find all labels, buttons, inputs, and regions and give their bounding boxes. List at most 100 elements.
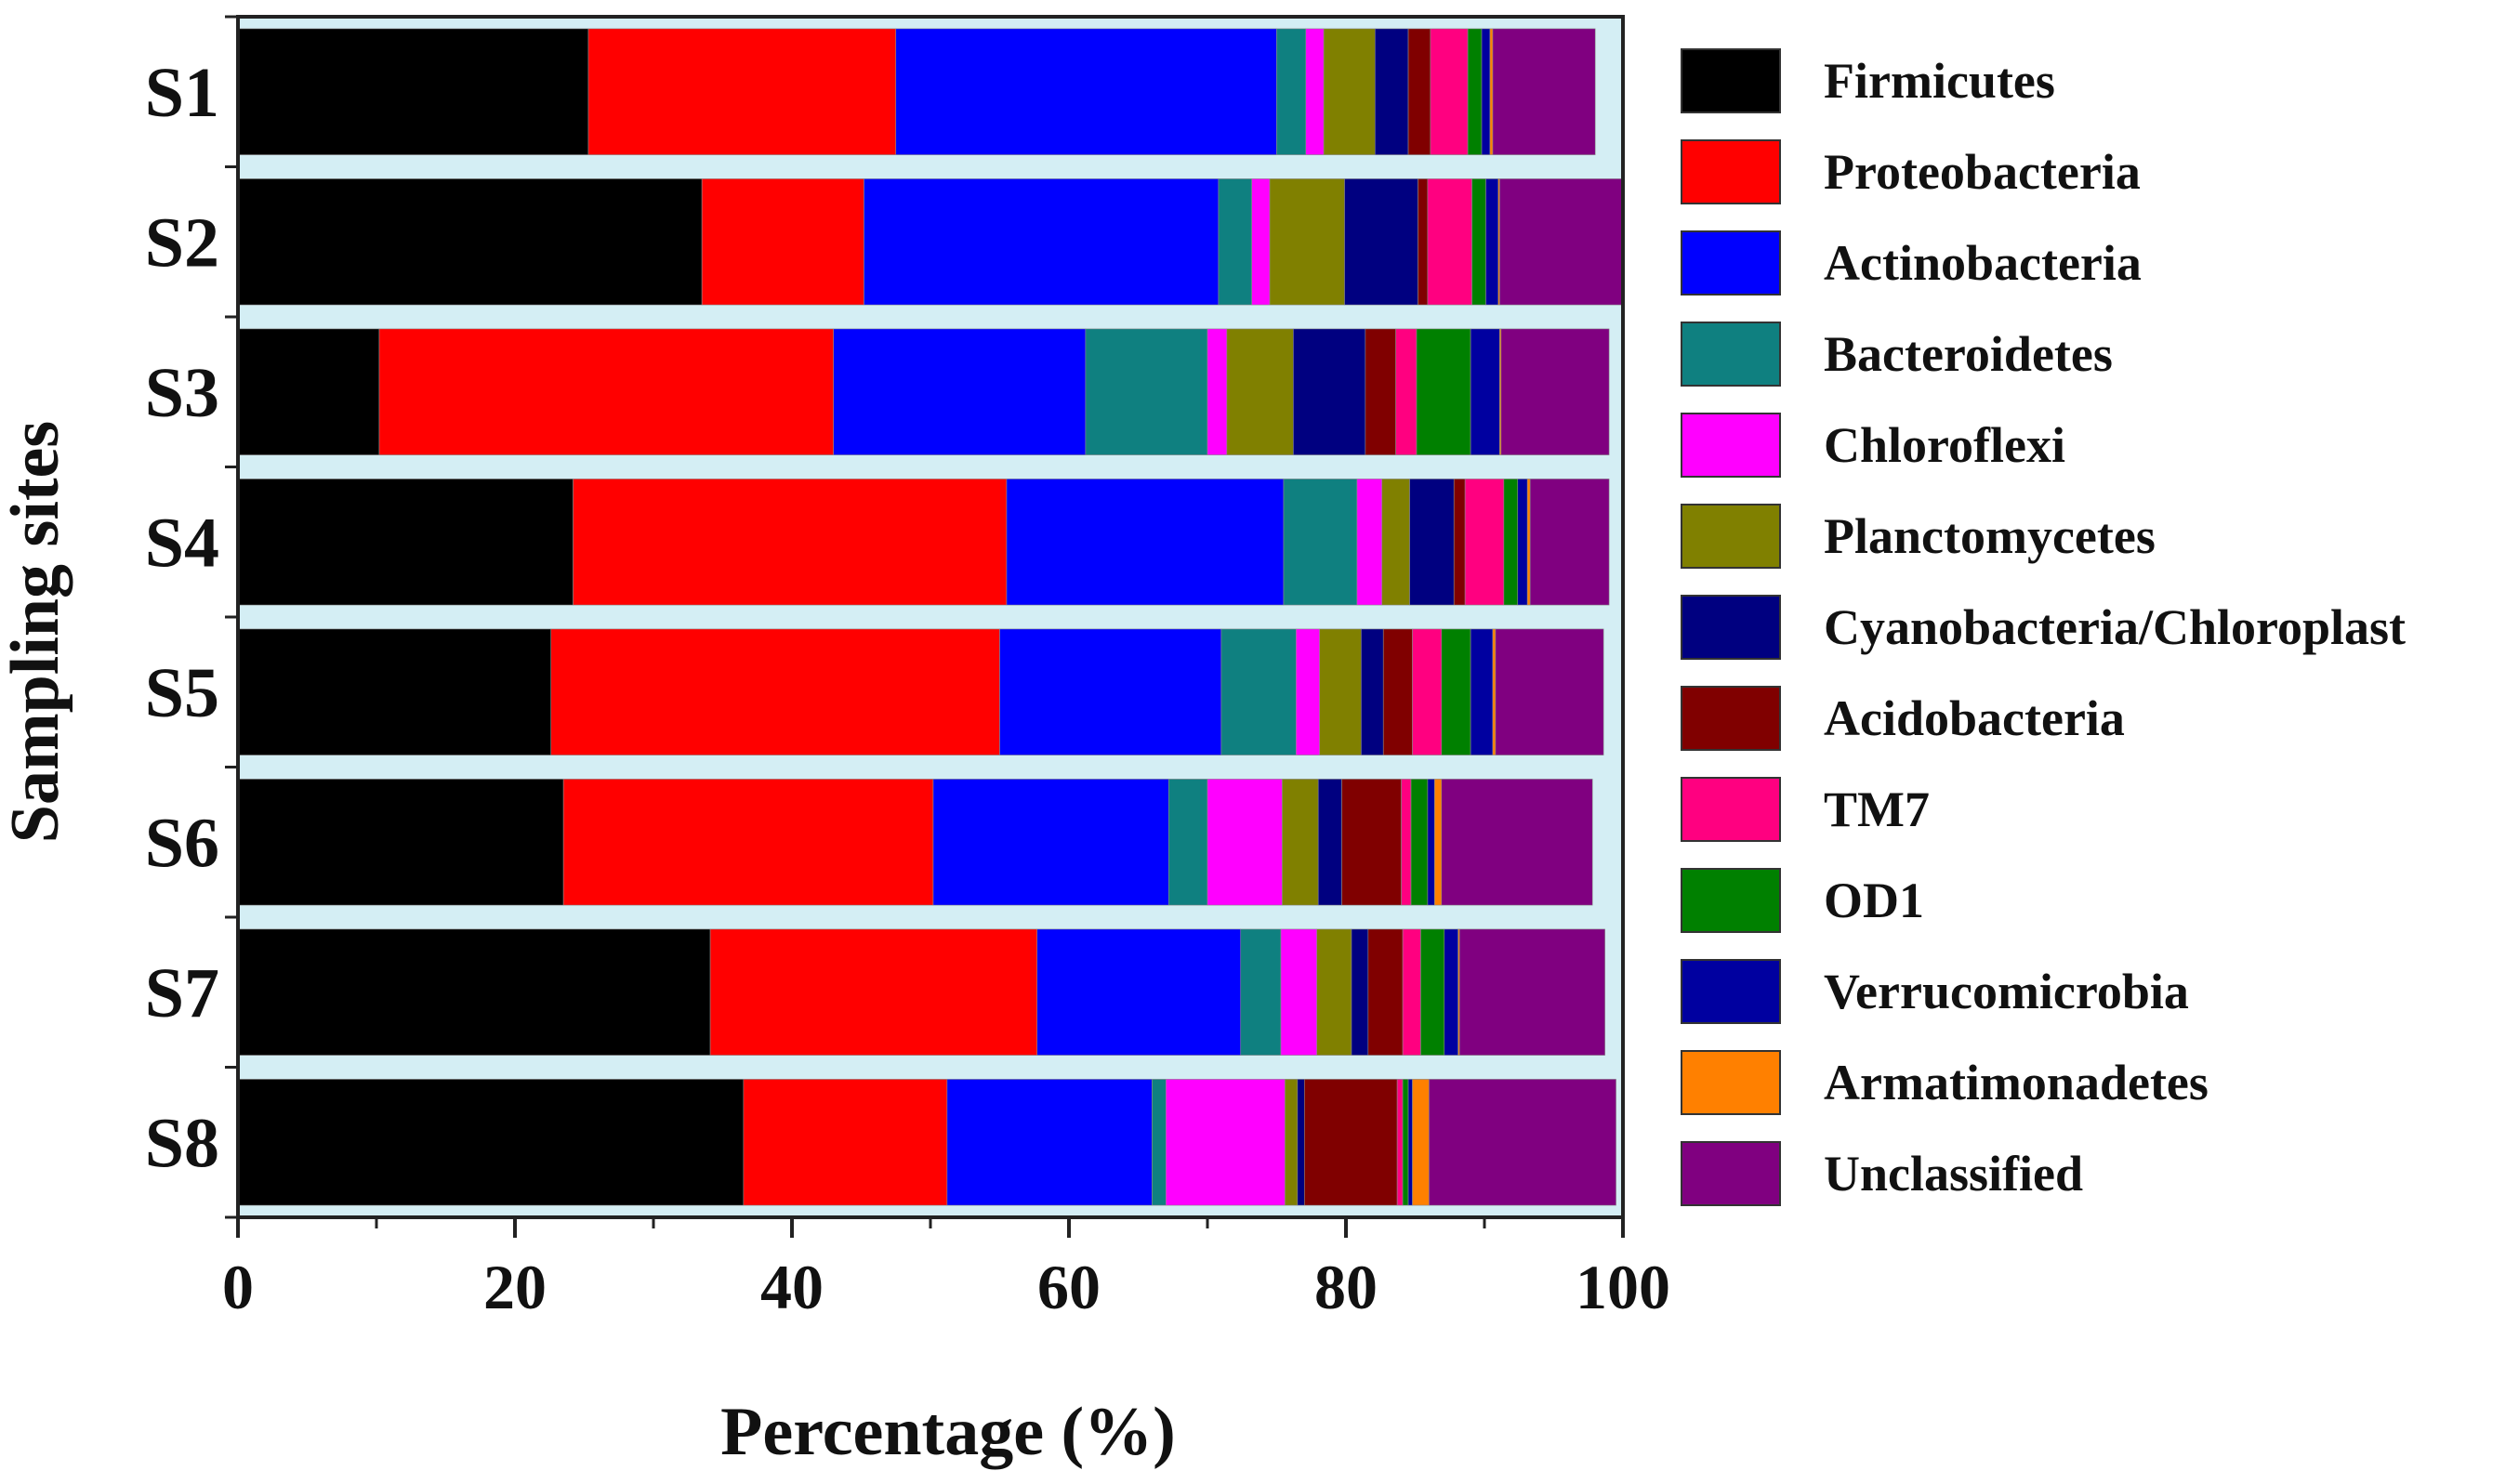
bar-segment-s4-2 bbox=[1006, 479, 1285, 606]
bar-segment-s8-4 bbox=[1166, 1079, 1286, 1206]
y-tick-label-s7: S7 bbox=[145, 954, 219, 1032]
x-tick-label: 20 bbox=[483, 1252, 547, 1322]
legend-item: Unclassified bbox=[1681, 1128, 2519, 1219]
bar-segment-s3-9 bbox=[1416, 328, 1471, 455]
bar-segment-s2-0 bbox=[237, 178, 703, 306]
legend-item: Planctomycetes bbox=[1681, 491, 2519, 582]
bar-segments bbox=[237, 28, 1624, 1206]
x-axis-ticks: 0 20 40 60 80 100 bbox=[222, 1217, 1670, 1322]
legend-swatch bbox=[1681, 504, 1781, 569]
bar-segment-s6-7 bbox=[1341, 779, 1402, 906]
x-axis-title: Percentage (%) bbox=[720, 1394, 1176, 1470]
legend-swatch bbox=[1681, 777, 1781, 842]
legend-label: Acidobacteria bbox=[1824, 690, 2125, 746]
legend-item: Actinobacteria bbox=[1681, 217, 2519, 309]
legend-label: Firmicutes bbox=[1824, 53, 2055, 109]
legend-swatch bbox=[1681, 139, 1781, 204]
bar-segment-s2-12 bbox=[1499, 178, 1624, 306]
legend-label: Armatimonadetes bbox=[1824, 1055, 2209, 1110]
bar-segment-s5-8 bbox=[1412, 628, 1443, 755]
bar-segment-s7-6 bbox=[1351, 928, 1369, 1056]
bar-segment-s4-6 bbox=[1409, 479, 1455, 606]
bar-segment-s8-7 bbox=[1304, 1079, 1398, 1206]
legend-item: Verrucomicrobia bbox=[1681, 946, 2519, 1037]
y-axis-ticks: S1 S2 S3 S4 S5 S6 S7 S8 bbox=[145, 15, 238, 1219]
bar-segment-s2-9 bbox=[1471, 178, 1486, 306]
x-tick-label: 80 bbox=[1314, 1252, 1378, 1322]
bar-segment-s7-9 bbox=[1420, 928, 1445, 1056]
bar-segment-s8-8 bbox=[1396, 1079, 1404, 1206]
legend-label: Proteobacteria bbox=[1824, 144, 2141, 200]
bar-segment-s4-8 bbox=[1464, 479, 1505, 606]
bar-segment-s8-0 bbox=[237, 1079, 745, 1206]
legend-swatch bbox=[1681, 48, 1781, 113]
bar-segment-s8-3 bbox=[1152, 1079, 1167, 1206]
bar-segment-s1-6 bbox=[1374, 28, 1409, 155]
bar-segment-s5-11 bbox=[1492, 628, 1497, 755]
legend-label: Unclassified bbox=[1824, 1146, 2084, 1202]
legend-swatch bbox=[1681, 1141, 1781, 1206]
legend-item: Cyanobacteria/Chloroplast bbox=[1681, 582, 2519, 673]
bar-segment-s7-1 bbox=[709, 928, 1038, 1056]
bar-segment-s2-3 bbox=[1218, 178, 1252, 306]
bar-segment-s8-1 bbox=[743, 1079, 948, 1206]
bar-segment-s5-9 bbox=[1441, 628, 1471, 755]
bar-segment-s1-4 bbox=[1305, 28, 1325, 155]
bar-segment-s3-8 bbox=[1395, 328, 1418, 455]
bar-segment-s1-9 bbox=[1467, 28, 1483, 155]
x-tick-label: 0 bbox=[222, 1252, 254, 1322]
bar-segment-s8-5 bbox=[1285, 1079, 1299, 1206]
legend-label: Planctomycetes bbox=[1824, 508, 2156, 564]
bar-segment-s7-5 bbox=[1316, 928, 1352, 1056]
bar-segment-s5-2 bbox=[999, 628, 1222, 755]
legend-label: Bacteroidetes bbox=[1824, 326, 2113, 382]
bar-segment-s2-6 bbox=[1344, 178, 1418, 306]
bar-segment-s6-0 bbox=[237, 779, 564, 906]
bar-segment-s4-4 bbox=[1356, 479, 1383, 606]
legend-swatch bbox=[1681, 595, 1781, 660]
bar-segment-s3-6 bbox=[1293, 328, 1366, 455]
bar-segment-s2-2 bbox=[864, 178, 1220, 306]
y-tick-label-s8: S8 bbox=[145, 1104, 219, 1182]
bar-segment-s5-1 bbox=[550, 628, 1000, 755]
y-tick-label-s6: S6 bbox=[145, 804, 219, 882]
bar-segment-s4-9 bbox=[1503, 479, 1519, 606]
bar-segment-s5-12 bbox=[1495, 628, 1604, 755]
bar-segment-s1-11 bbox=[1489, 28, 1494, 155]
legend-label: Actinobacteria bbox=[1824, 235, 2142, 291]
bar-segment-s8-9 bbox=[1402, 1079, 1409, 1206]
legend-swatch bbox=[1681, 230, 1781, 295]
bar-segment-s2-10 bbox=[1485, 178, 1499, 306]
bar-segment-s4-3 bbox=[1283, 479, 1358, 606]
bar-segment-s1-0 bbox=[237, 28, 589, 155]
bar-segment-s7-3 bbox=[1240, 928, 1282, 1056]
bar-segment-s4-0 bbox=[237, 479, 574, 606]
bar-segment-s6-2 bbox=[932, 779, 1169, 906]
legend-item: Proteobacteria bbox=[1681, 126, 2519, 217]
legend: Firmicutes Proteobacteria Actinobacteria Ba… bbox=[1681, 35, 2519, 1219]
bar-segment-s5-7 bbox=[1382, 628, 1413, 755]
legend-item: Armatimonadetes bbox=[1681, 1037, 2519, 1128]
bar-segment-s7-4 bbox=[1280, 928, 1318, 1056]
bar-segment-s6-9 bbox=[1410, 779, 1429, 906]
bar-segment-s1-3 bbox=[1276, 28, 1307, 155]
bar-segment-s5-0 bbox=[237, 628, 552, 755]
y-tick-label-s2: S2 bbox=[145, 204, 219, 282]
bar-segment-s6-4 bbox=[1207, 779, 1283, 906]
legend-label: Chloroflexi bbox=[1824, 417, 2065, 473]
bar-segment-s3-3 bbox=[1085, 328, 1208, 455]
bar-segment-s1-2 bbox=[895, 28, 1277, 155]
y-tick-label-s3: S3 bbox=[145, 354, 219, 432]
y-tick-label-s5: S5 bbox=[145, 654, 219, 732]
bar-segment-s4-5 bbox=[1381, 479, 1410, 606]
bar-segment-s4-12 bbox=[1529, 479, 1610, 606]
bar-segment-s1-5 bbox=[1323, 28, 1376, 155]
legend-item: TM7 bbox=[1681, 764, 2519, 855]
bar-segment-s3-1 bbox=[378, 328, 835, 455]
legend-item: OD1 bbox=[1681, 855, 2519, 946]
legend-swatch bbox=[1681, 686, 1781, 751]
bar-segment-s3-2 bbox=[833, 328, 1087, 455]
bar-segment-s5-3 bbox=[1220, 628, 1297, 755]
